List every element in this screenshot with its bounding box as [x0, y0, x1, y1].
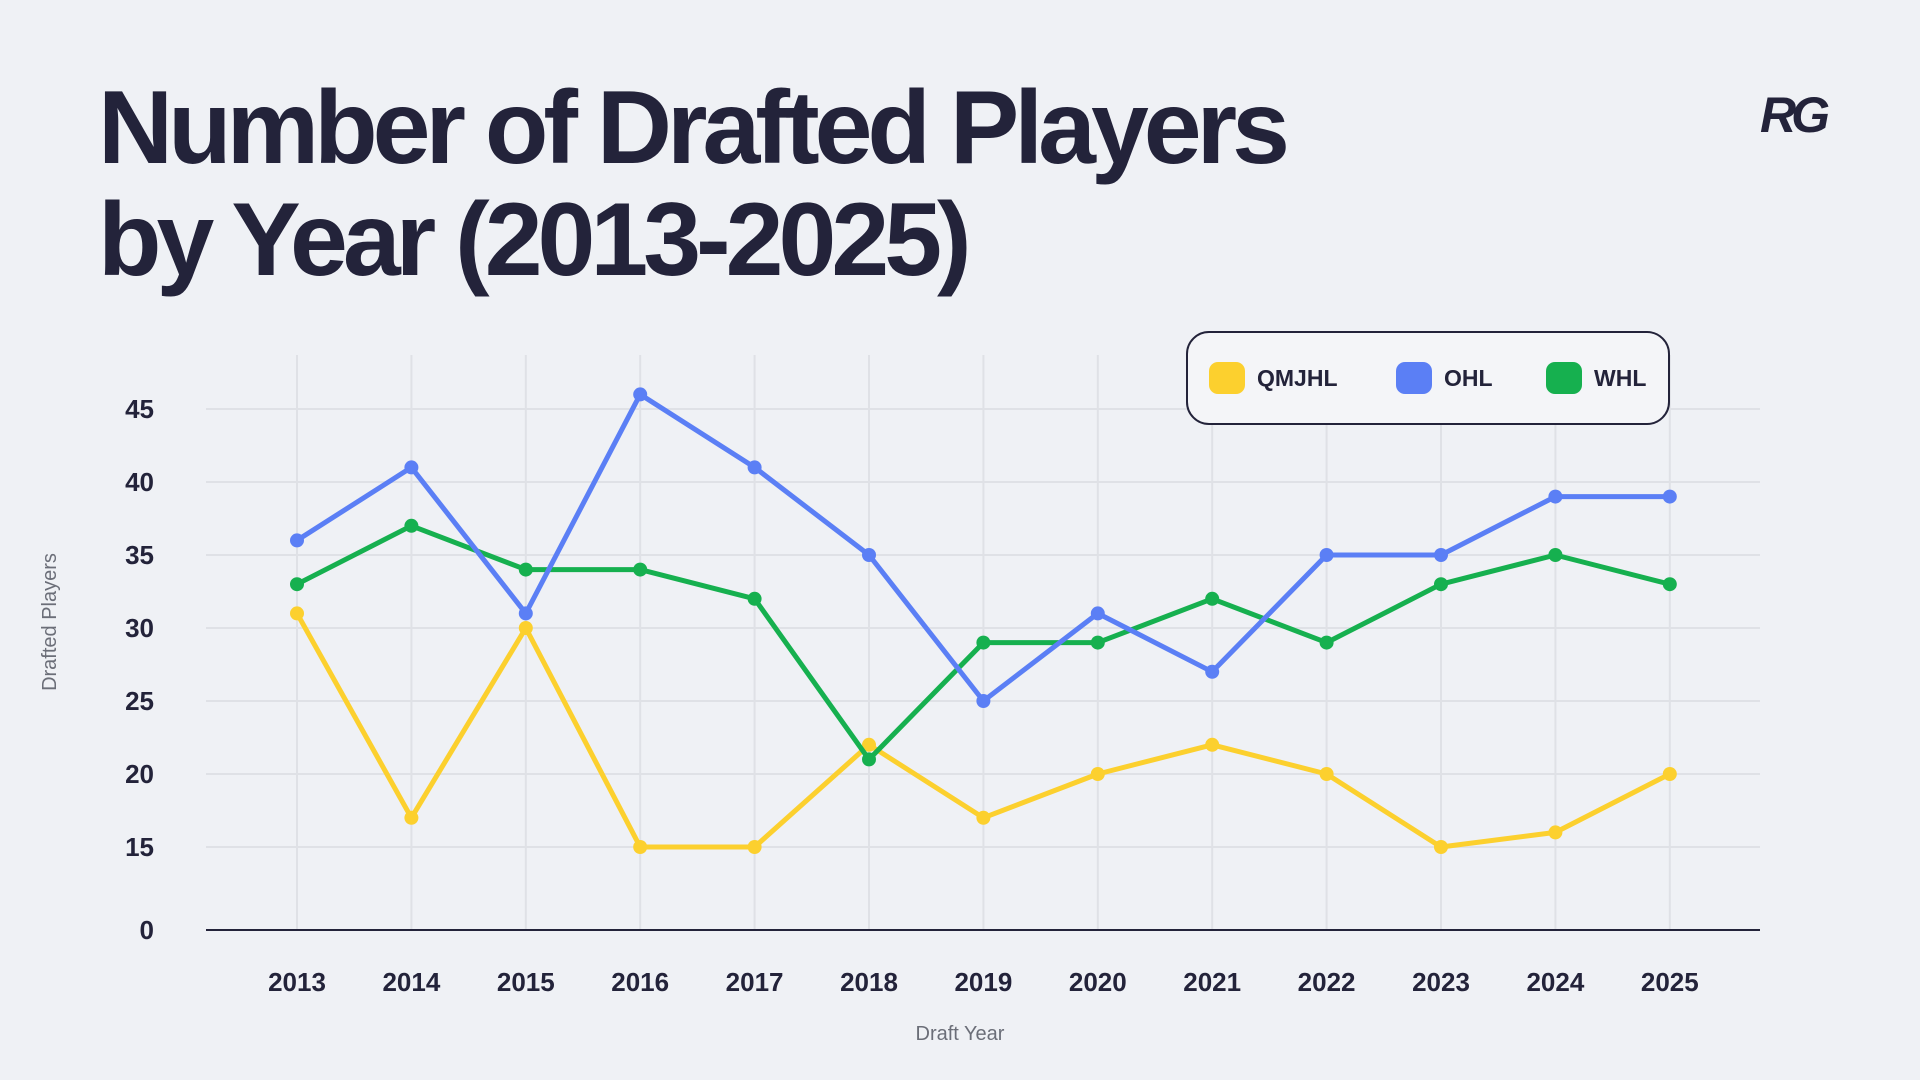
y-axis-label: Drafted Players — [39, 553, 61, 691]
title-line-1: Number of Drafted Players — [98, 70, 1290, 186]
data-point — [747, 840, 762, 854]
data-point — [747, 460, 762, 475]
data-point — [1548, 489, 1563, 504]
page-title: Number of Drafted Players by Year (2013-… — [98, 72, 1498, 296]
data-point — [862, 548, 876, 562]
data-point — [1090, 767, 1105, 781]
y-tick-label: 25 — [125, 686, 154, 716]
y-tick-label: 30 — [125, 613, 154, 643]
x-tick-label: 2025 — [1641, 967, 1699, 997]
x-tick-label: 2020 — [1069, 967, 1127, 997]
y-tick-label: 15 — [125, 832, 154, 862]
x-tick-label: 2022 — [1298, 967, 1356, 997]
x-axis-label: Draft Year — [916, 1023, 1005, 1045]
data-point — [404, 460, 419, 475]
data-point — [290, 606, 304, 621]
legend-swatch-qmjhl — [1209, 362, 1245, 394]
y-tick-label: 40 — [125, 467, 154, 497]
data-point — [862, 737, 876, 752]
legend-label-ohl: OHL — [1444, 365, 1493, 391]
data-point — [976, 635, 991, 650]
y-tick-label: 20 — [125, 759, 154, 789]
x-tick-label: 2021 — [1183, 967, 1241, 997]
legend-swatch-whl — [1546, 362, 1582, 394]
data-point — [1205, 591, 1220, 606]
series-ohl — [290, 387, 1677, 708]
data-point — [518, 606, 533, 621]
data-point — [976, 810, 991, 825]
data-point — [290, 577, 304, 592]
x-tick-label: 2015 — [497, 967, 555, 997]
data-point — [1319, 548, 1334, 562]
data-point — [1662, 489, 1677, 504]
data-point — [518, 562, 533, 577]
legend-swatch-ohl — [1396, 362, 1432, 394]
x-tick-label: 2019 — [954, 967, 1012, 997]
legend-label-whl: WHL — [1594, 365, 1646, 391]
data-point — [1434, 840, 1448, 854]
series-whl — [290, 518, 1677, 767]
data-point — [1090, 606, 1105, 621]
brand-logo: RG — [1760, 87, 1830, 143]
data-point — [633, 840, 648, 854]
data-point — [1205, 664, 1220, 679]
x-axis-ticks: 2013 2014 2015 2016 2017 2018 2019 2020 2021 2022… — [268, 967, 1699, 997]
x-tick-label: 2013 — [268, 967, 326, 997]
data-point — [518, 621, 533, 635]
data-point — [404, 518, 419, 533]
data-point — [633, 387, 648, 402]
data-point — [1319, 767, 1334, 781]
data-point — [747, 591, 762, 606]
data-point — [1090, 635, 1105, 650]
legend: QMJHL OHL WHL — [1186, 331, 1670, 425]
data-point — [404, 810, 419, 825]
data-point — [1548, 548, 1563, 562]
data-point — [1662, 767, 1677, 781]
data-point — [633, 562, 648, 577]
data-point — [1434, 548, 1448, 562]
legend-label-qmjhl: QMJHL — [1257, 365, 1338, 391]
x-tick-label: 2023 — [1412, 967, 1470, 997]
data-point — [290, 533, 304, 548]
series-qmjhl — [290, 606, 1677, 854]
x-tick-label: 2017 — [726, 967, 784, 997]
data-point — [1548, 825, 1563, 840]
x-tick-label: 2014 — [382, 967, 440, 997]
data-point — [1205, 737, 1220, 752]
y-axis-ticks: 0 15 20 25 30 35 40 45 — [125, 394, 154, 945]
data-point — [1434, 577, 1448, 592]
y-tick-label: 0 — [140, 915, 154, 945]
x-tick-label: 2018 — [840, 967, 898, 997]
x-tick-label: 2024 — [1526, 967, 1584, 997]
data-point — [1319, 635, 1334, 650]
y-tick-label: 45 — [125, 394, 154, 424]
x-tick-label: 2016 — [611, 967, 669, 997]
y-tick-label: 35 — [125, 540, 154, 570]
title-line-2: by Year (2013-2025) — [98, 182, 972, 298]
series-group — [290, 387, 1677, 854]
data-point — [862, 752, 876, 767]
data-point — [976, 694, 991, 708]
data-point — [1662, 577, 1677, 592]
